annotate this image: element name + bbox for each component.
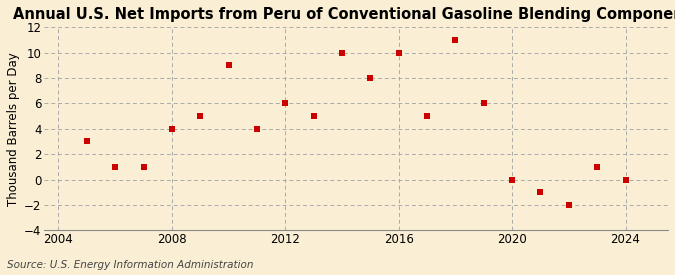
Point xyxy=(365,76,376,80)
Point xyxy=(280,101,291,106)
Point xyxy=(252,126,263,131)
Y-axis label: Thousand Barrels per Day: Thousand Barrels per Day xyxy=(7,52,20,206)
Point xyxy=(394,50,404,55)
Point xyxy=(620,177,631,182)
Point xyxy=(479,101,489,106)
Title: Annual U.S. Net Imports from Peru of Conventional Gasoline Blending Components: Annual U.S. Net Imports from Peru of Con… xyxy=(13,7,675,22)
Point xyxy=(535,190,546,194)
Point xyxy=(422,114,433,118)
Point xyxy=(138,165,149,169)
Point xyxy=(507,177,518,182)
Point xyxy=(223,63,234,68)
Point xyxy=(110,165,121,169)
Point xyxy=(564,203,574,207)
Point xyxy=(82,139,92,144)
Point xyxy=(592,165,603,169)
Point xyxy=(337,50,348,55)
Point xyxy=(308,114,319,118)
Point xyxy=(450,38,461,42)
Text: Source: U.S. Energy Information Administration: Source: U.S. Energy Information Administ… xyxy=(7,260,253,270)
Point xyxy=(167,126,178,131)
Point xyxy=(195,114,206,118)
